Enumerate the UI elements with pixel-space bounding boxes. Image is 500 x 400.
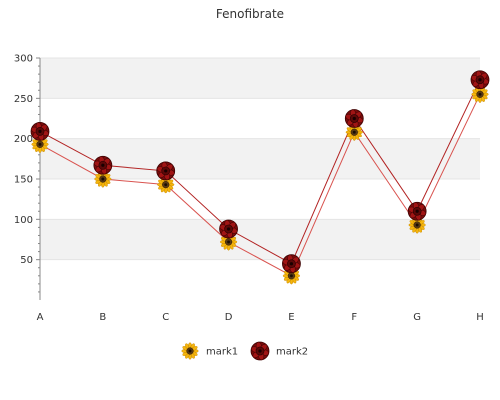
- x-tick-label: D: [225, 312, 233, 323]
- x-tick-label: A: [37, 312, 44, 323]
- y-tick-label: 100: [14, 215, 33, 226]
- data-point-mark2-B: [93, 155, 113, 175]
- series-line-mark2: [39, 79, 481, 265]
- legend-item-mark1: mark1: [181, 342, 238, 360]
- legend-label: mark2: [276, 347, 308, 358]
- data-point-mark2-F: [344, 109, 364, 128]
- x-tick-label: C: [162, 312, 169, 323]
- grid-band: [40, 58, 480, 99]
- y-tick-label: 50: [20, 255, 33, 266]
- y-tick-label: 150: [14, 175, 33, 186]
- data-point-mark2-A: [30, 122, 50, 141]
- x-tick-label: B: [99, 312, 106, 323]
- x-axis-ticks: A B C D E F G H: [37, 312, 484, 323]
- data-point-mark2-C: [156, 161, 176, 181]
- x-tick-label: G: [413, 312, 421, 323]
- legend: mark1 mark2: [181, 341, 308, 361]
- legend-item-mark2: mark2: [250, 341, 308, 361]
- grid-bands: [40, 58, 480, 260]
- y-tick-label: 250: [14, 94, 33, 105]
- series-points: [30, 70, 490, 285]
- data-point-mark2-D: [219, 219, 238, 239]
- x-tick-label: E: [288, 312, 294, 323]
- data-point-mark2-E: [282, 254, 301, 274]
- x-tick-label: H: [476, 312, 484, 323]
- grid-band: [40, 219, 480, 260]
- rose-icon: [250, 341, 270, 361]
- series-line-mark1: [39, 94, 481, 277]
- x-tick-label: F: [351, 312, 357, 323]
- legend-label: mark1: [206, 347, 238, 358]
- series-lines: [39, 79, 481, 277]
- grid-band: [40, 138, 480, 179]
- data-point-mark2-G: [407, 201, 427, 221]
- gridlines: [40, 57, 480, 261]
- y-tick-label: 300: [14, 54, 33, 65]
- data-point-mark2-H: [470, 70, 490, 90]
- chart-title: Fenofibrate: [216, 7, 284, 21]
- sunflower-icon: [181, 342, 199, 360]
- y-axis-ticks: 50 100 150 200 250 300: [14, 54, 40, 293]
- y-tick-label: 200: [14, 134, 33, 145]
